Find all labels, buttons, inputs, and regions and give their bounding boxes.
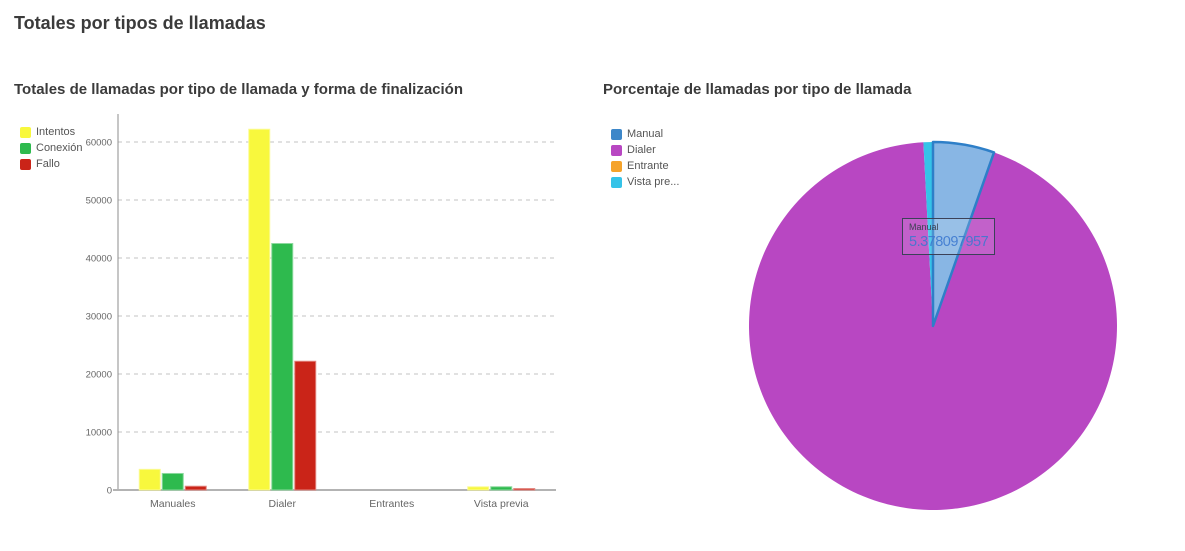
legend-label: Manual: [627, 128, 664, 140]
pie-slice-vista-previa[interactable]: [923, 142, 934, 326]
x-tick-label: Entrantes: [369, 498, 414, 510]
x-tick-label: Dialer: [269, 498, 297, 510]
bar-manuales-intentos[interactable]: [138, 468, 161, 491]
bar-chart-canvas: 0 10000 20000 30000 40000 50000 60000 Manuales D…: [86, 114, 556, 510]
pie-chart-title: Porcentaje de llamadas por tipo de llama…: [603, 81, 912, 98]
legend-label: Dialer: [627, 144, 656, 156]
bar-manuales-fallo[interactable]: [184, 485, 207, 491]
y-tick-label: 0: [107, 486, 112, 497]
x-tick-label: Vista previa: [474, 498, 529, 510]
bar-dialer-conexi-n[interactable]: [271, 243, 294, 491]
bar-dialer-fallo[interactable]: [294, 360, 317, 491]
y-tick-label: 40000: [86, 254, 112, 265]
bar-chart-title: Totales de llamadas por tipo de llamada …: [14, 81, 464, 98]
bar-vista-previa-intentos[interactable]: [467, 486, 490, 491]
legend-item-manual[interactable]: Manual: [611, 128, 679, 140]
legend-swatch-dialer: [611, 144, 622, 156]
bar-vista-previa-conexi-n[interactable]: [490, 486, 513, 491]
x-tick-label: Manuales: [150, 498, 196, 510]
pie-chart-canvas: [749, 140, 1117, 511]
legend-item-vista-previa[interactable]: Vista pre...: [611, 176, 679, 188]
legend-label: Fallo: [36, 158, 60, 170]
legend-item-fallo[interactable]: Fallo: [20, 158, 82, 170]
legend-label: Vista pre...: [627, 176, 680, 188]
legend-item-conexi-n[interactable]: Conexión: [20, 142, 82, 154]
y-tick-label: 60000: [86, 138, 112, 149]
legend-swatch-fallo: [20, 158, 31, 170]
legend-label: Entrante: [627, 160, 669, 172]
legend-item-intentos[interactable]: Intentos: [20, 126, 82, 138]
legend-label: Intentos: [36, 126, 76, 138]
legend-item-entrante[interactable]: Entrante: [611, 160, 679, 172]
legend-label: Conexión: [36, 142, 83, 154]
legend-swatch-conexi-n: [20, 142, 31, 154]
page-title: Totales por tipos de llamadas: [14, 13, 266, 33]
tooltip-series-label: Manual: [909, 222, 939, 232]
y-tick-label: 20000: [86, 370, 112, 381]
bar-dialer-intentos[interactable]: [248, 128, 271, 491]
legend-swatch-entrante: [611, 160, 622, 172]
bar-manuales-conexi-n[interactable]: [161, 472, 184, 491]
y-tick-label: 50000: [86, 196, 112, 207]
legend-swatch-vista-previa: [611, 176, 622, 188]
pie-slice-manual[interactable]: [931, 140, 996, 328]
pie-chart-legend: Manual Dialer Entrante Vista pre...: [611, 128, 679, 188]
legend-swatch-intentos: [20, 126, 31, 138]
y-tick-label: 30000: [86, 312, 112, 323]
bar-chart-legend: Intentos Conexión Fallo: [20, 126, 82, 170]
bar-vista-previa-fallo[interactable]: [513, 488, 536, 491]
tooltip-value: 5.378097957: [909, 234, 989, 250]
legend-swatch-manual: [611, 128, 622, 140]
pie-tooltip: Manual 5.378097957: [902, 218, 995, 255]
legend-item-dialer[interactable]: Dialer: [611, 144, 679, 156]
y-tick-label: 10000: [86, 428, 112, 439]
